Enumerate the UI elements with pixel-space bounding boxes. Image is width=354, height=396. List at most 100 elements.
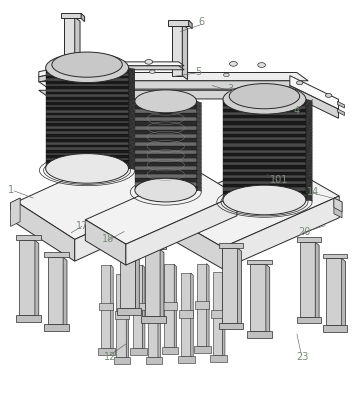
Polygon shape xyxy=(196,166,201,171)
Polygon shape xyxy=(223,134,306,137)
Polygon shape xyxy=(174,264,177,350)
Polygon shape xyxy=(46,137,129,139)
Polygon shape xyxy=(11,198,20,227)
Polygon shape xyxy=(46,70,129,73)
Polygon shape xyxy=(223,118,306,121)
Polygon shape xyxy=(145,357,162,364)
Polygon shape xyxy=(46,105,129,107)
Polygon shape xyxy=(196,126,201,131)
Polygon shape xyxy=(266,264,270,335)
Polygon shape xyxy=(306,197,312,201)
Polygon shape xyxy=(46,160,129,163)
Text: 14: 14 xyxy=(307,187,319,197)
Polygon shape xyxy=(85,220,126,265)
Polygon shape xyxy=(306,143,312,148)
Polygon shape xyxy=(196,174,201,179)
Polygon shape xyxy=(168,21,189,26)
Polygon shape xyxy=(132,265,142,348)
Polygon shape xyxy=(135,122,196,126)
Polygon shape xyxy=(135,118,196,122)
Polygon shape xyxy=(129,160,135,164)
Polygon shape xyxy=(85,170,237,244)
Polygon shape xyxy=(306,137,312,141)
Polygon shape xyxy=(129,97,135,101)
Polygon shape xyxy=(158,274,160,359)
Polygon shape xyxy=(117,308,141,315)
Polygon shape xyxy=(306,169,312,173)
Polygon shape xyxy=(306,156,312,160)
Polygon shape xyxy=(135,142,196,146)
Polygon shape xyxy=(135,186,196,190)
Polygon shape xyxy=(306,190,312,195)
Polygon shape xyxy=(46,142,129,145)
Polygon shape xyxy=(46,84,129,86)
Ellipse shape xyxy=(258,63,266,67)
Polygon shape xyxy=(129,70,135,74)
Polygon shape xyxy=(129,105,135,109)
Polygon shape xyxy=(306,178,312,182)
Polygon shape xyxy=(223,194,306,197)
Polygon shape xyxy=(196,150,201,155)
Polygon shape xyxy=(129,94,135,98)
Polygon shape xyxy=(129,129,135,133)
Polygon shape xyxy=(196,186,201,191)
Polygon shape xyxy=(306,103,312,107)
Polygon shape xyxy=(46,107,129,110)
Polygon shape xyxy=(306,121,312,126)
Polygon shape xyxy=(223,197,306,200)
Polygon shape xyxy=(130,348,147,355)
Polygon shape xyxy=(196,138,201,143)
Polygon shape xyxy=(306,159,312,164)
Polygon shape xyxy=(46,129,129,131)
Polygon shape xyxy=(16,236,41,240)
Polygon shape xyxy=(135,109,196,113)
Polygon shape xyxy=(160,249,164,320)
Polygon shape xyxy=(46,158,129,160)
Polygon shape xyxy=(46,152,129,155)
Ellipse shape xyxy=(46,53,129,83)
Ellipse shape xyxy=(135,178,196,202)
Polygon shape xyxy=(135,170,196,174)
Polygon shape xyxy=(196,162,201,167)
Polygon shape xyxy=(196,170,201,175)
Polygon shape xyxy=(342,258,346,329)
Polygon shape xyxy=(223,169,306,172)
Polygon shape xyxy=(189,21,192,29)
Polygon shape xyxy=(334,198,342,218)
Polygon shape xyxy=(46,166,129,168)
Polygon shape xyxy=(306,128,312,132)
Polygon shape xyxy=(142,265,145,350)
Polygon shape xyxy=(223,106,306,109)
Polygon shape xyxy=(129,89,135,93)
Polygon shape xyxy=(207,263,209,349)
Polygon shape xyxy=(129,137,135,141)
Polygon shape xyxy=(46,73,129,76)
Polygon shape xyxy=(196,113,201,119)
Polygon shape xyxy=(129,163,135,167)
Polygon shape xyxy=(114,357,130,364)
Polygon shape xyxy=(196,133,201,139)
Polygon shape xyxy=(223,175,306,178)
Polygon shape xyxy=(129,131,135,135)
Polygon shape xyxy=(115,311,129,319)
Polygon shape xyxy=(68,66,184,70)
Polygon shape xyxy=(306,99,312,104)
Polygon shape xyxy=(223,181,306,184)
Polygon shape xyxy=(142,316,166,323)
Polygon shape xyxy=(16,315,41,322)
Polygon shape xyxy=(315,242,319,320)
Polygon shape xyxy=(126,274,129,359)
Polygon shape xyxy=(306,184,312,188)
Polygon shape xyxy=(223,124,306,128)
Polygon shape xyxy=(306,118,312,122)
Polygon shape xyxy=(129,147,135,151)
Polygon shape xyxy=(135,138,196,142)
Polygon shape xyxy=(223,147,306,150)
Polygon shape xyxy=(162,347,178,354)
Ellipse shape xyxy=(223,185,306,215)
Polygon shape xyxy=(46,78,129,81)
Polygon shape xyxy=(131,303,145,310)
Polygon shape xyxy=(306,194,312,198)
Text: 12: 12 xyxy=(104,352,116,362)
Polygon shape xyxy=(191,273,193,358)
